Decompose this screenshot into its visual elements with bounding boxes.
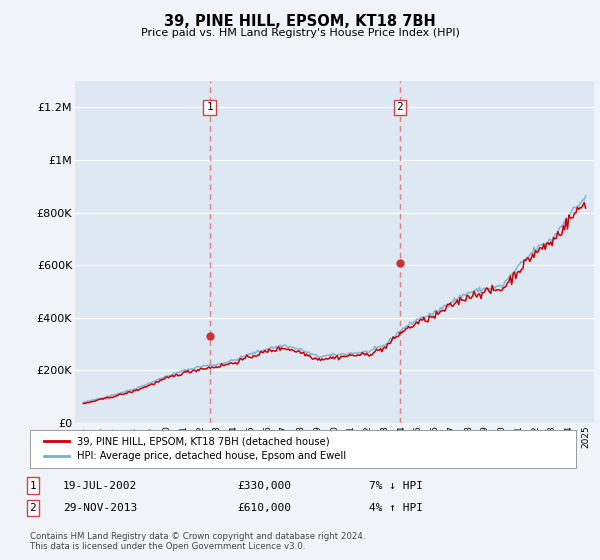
Text: Contains HM Land Registry data © Crown copyright and database right 2024.
This d: Contains HM Land Registry data © Crown c… bbox=[30, 532, 365, 552]
Text: 1: 1 bbox=[29, 480, 37, 491]
Text: 2: 2 bbox=[397, 102, 403, 113]
Text: 29-NOV-2013: 29-NOV-2013 bbox=[63, 503, 137, 513]
Text: £610,000: £610,000 bbox=[237, 503, 291, 513]
Text: 4% ↑ HPI: 4% ↑ HPI bbox=[369, 503, 423, 513]
Text: 19-JUL-2002: 19-JUL-2002 bbox=[63, 480, 137, 491]
Text: 7% ↓ HPI: 7% ↓ HPI bbox=[369, 480, 423, 491]
Text: 1: 1 bbox=[206, 102, 213, 113]
Text: Price paid vs. HM Land Registry's House Price Index (HPI): Price paid vs. HM Land Registry's House … bbox=[140, 28, 460, 38]
Legend: 39, PINE HILL, EPSOM, KT18 7BH (detached house), HPI: Average price, detached ho: 39, PINE HILL, EPSOM, KT18 7BH (detached… bbox=[40, 432, 350, 465]
Text: £330,000: £330,000 bbox=[237, 480, 291, 491]
Text: 39, PINE HILL, EPSOM, KT18 7BH: 39, PINE HILL, EPSOM, KT18 7BH bbox=[164, 14, 436, 29]
Text: 2: 2 bbox=[29, 503, 37, 513]
